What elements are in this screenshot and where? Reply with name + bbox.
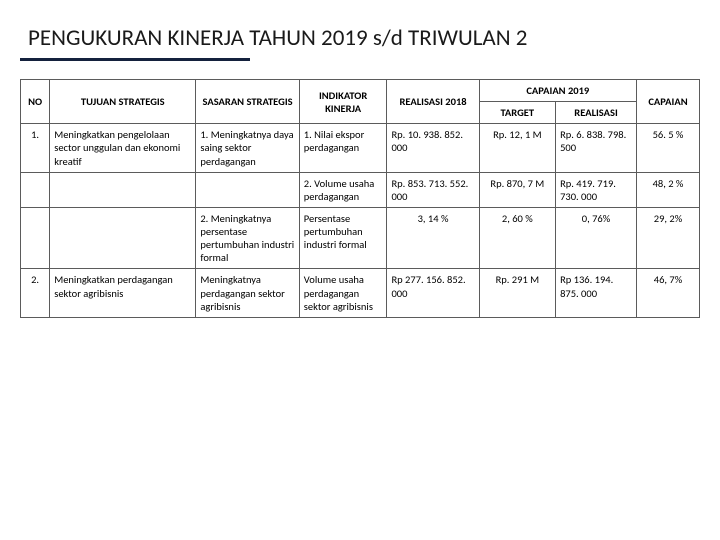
cell-target: Rp. 291 M xyxy=(479,269,555,317)
cell-tujuan: Meningkatkan perdagangan sektor agribisn… xyxy=(50,269,196,317)
table-row: 2. Meningkatkan perdagangan sektor agrib… xyxy=(21,269,700,317)
cell-tujuan xyxy=(50,207,196,269)
table-body: 1. Meningkatkan pengelolaan sector unggu… xyxy=(21,124,700,318)
cell-realisasi: 0, 76% xyxy=(556,207,637,269)
cell-indikator: Persentase pertumbuhan industri formal xyxy=(299,207,387,269)
cell-real2018: Rp. 10. 938. 852. 000 xyxy=(387,124,479,172)
th-real2018: REALISASI 2018 xyxy=(387,80,479,124)
cell-tujuan xyxy=(50,172,196,207)
cell-sasaran: 1. Meningkatnya daya saing sektor perdag… xyxy=(196,124,299,172)
cell-realisasi: Rp. 419. 719. 730. 000 xyxy=(556,172,637,207)
cell-capaian: 56. 5 % xyxy=(637,124,700,172)
cell-realisasi: Rp. 6. 838. 798. 500 xyxy=(556,124,637,172)
th-cap2019: CAPAIAN 2019 xyxy=(479,80,636,102)
slide: PENGUKURAN KINERJA TAHUN 2019 s/d TRIWUL… xyxy=(0,0,720,540)
page-title: PENGUKURAN KINERJA TAHUN 2019 s/d TRIWUL… xyxy=(20,18,700,56)
cell-real2018: Rp. 853. 713. 552. 000 xyxy=(387,172,479,207)
table-row: 2. Volume usaha perdagangan Rp. 853. 713… xyxy=(21,172,700,207)
th-tujuan: TUJUAN STRATEGIS xyxy=(50,80,196,124)
cell-no xyxy=(21,207,50,269)
cell-indikator: 2. Volume usaha perdagangan xyxy=(299,172,387,207)
cell-capaian: 46, 7% xyxy=(637,269,700,317)
table-row: 2. Meningkatnya persentase pertumbuhan i… xyxy=(21,207,700,269)
cell-sasaran: 2. Meningkatnya persentase pertumbuhan i… xyxy=(196,207,299,269)
cell-no: 2. xyxy=(21,269,50,317)
title-underline xyxy=(20,58,250,61)
table-head: NO TUJUAN STRATEGIS SASARAN STRATEGIS IN… xyxy=(21,80,700,124)
table-row: 1. Meningkatkan pengelolaan sector unggu… xyxy=(21,124,700,172)
cell-target: 2, 60 % xyxy=(479,207,555,269)
cell-indikator: 1. Nilai ekspor perdagangan xyxy=(299,124,387,172)
cell-real2018: 3, 14 % xyxy=(387,207,479,269)
cell-sasaran: Meningkatnya perdagangan sektor agribisn… xyxy=(196,269,299,317)
th-capaian: CAPAIAN xyxy=(637,80,700,124)
cell-target: Rp. 12, 1 M xyxy=(479,124,555,172)
cell-no: 1. xyxy=(21,124,50,172)
cell-no xyxy=(21,172,50,207)
cell-indikator: Volume usaha perdagangan sektor agribisn… xyxy=(299,269,387,317)
th-sasaran: SASARAN STRATEGIS xyxy=(196,80,299,124)
kinerja-table: NO TUJUAN STRATEGIS SASARAN STRATEGIS IN… xyxy=(20,79,700,318)
title-block: PENGUKURAN KINERJA TAHUN 2019 s/d TRIWUL… xyxy=(20,18,700,61)
cell-sasaran xyxy=(196,172,299,207)
cell-real2018: Rp 277. 156. 852. 000 xyxy=(387,269,479,317)
th-realisasi: REALISASI xyxy=(556,102,637,124)
cell-capaian: 29, 2% xyxy=(637,207,700,269)
cell-realisasi: Rp 136. 194. 875. 000 xyxy=(556,269,637,317)
th-no: NO xyxy=(21,80,50,124)
cell-tujuan: Meningkatkan pengelolaan sector unggulan… xyxy=(50,124,196,172)
th-target: TARGET xyxy=(479,102,555,124)
cell-target: Rp. 870, 7 M xyxy=(479,172,555,207)
th-indikator: INDIKATOR KINERJA xyxy=(299,80,387,124)
cell-capaian: 48, 2 % xyxy=(637,172,700,207)
